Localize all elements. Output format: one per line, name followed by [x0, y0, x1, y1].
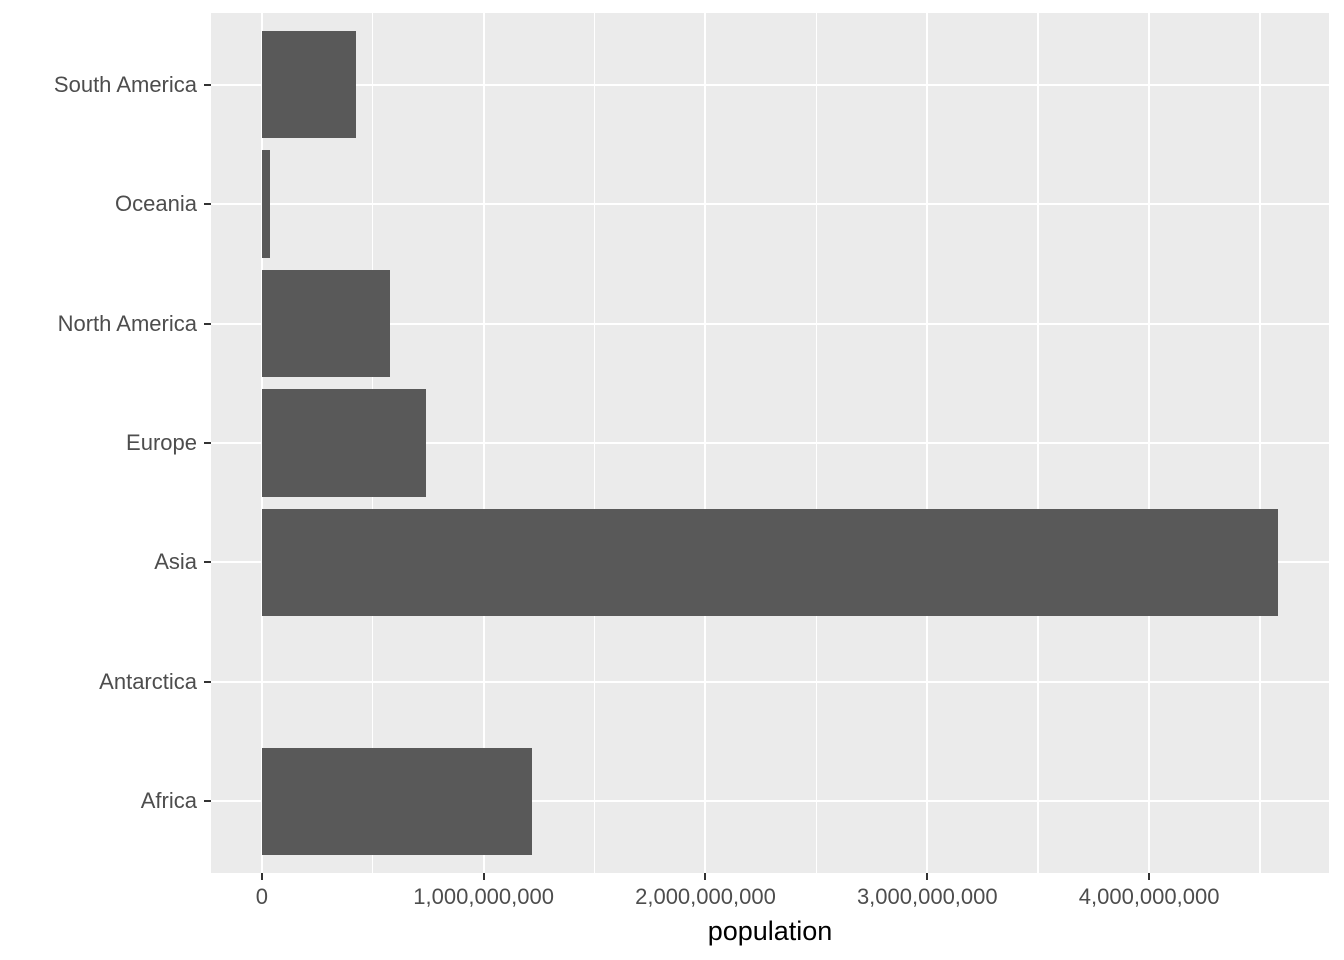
gridline-major-y-north-america — [211, 322, 1329, 325]
y-tick-label-asia: Asia — [154, 549, 197, 575]
bar-north-america — [261, 269, 391, 378]
x-tick-label-4-000-000-000: 4,000,000,000 — [1078, 884, 1220, 909]
bar-africa — [261, 747, 532, 856]
x-tick-label-3-000-000-000: 3,000,000,000 — [856, 884, 998, 909]
x-tick-4-000-000-000 — [1148, 873, 1151, 880]
gridline-major-y-europe — [211, 442, 1329, 444]
x-tick-0 — [260, 873, 263, 880]
gridline-major-y-africa — [211, 800, 1329, 803]
y-tick-oceania — [204, 203, 211, 206]
y-tick-label-europe: Europe — [126, 430, 197, 455]
y-tick-label-antarctica: Antarctica — [99, 668, 197, 694]
y-tick-north-america — [204, 322, 211, 325]
x-tick-label-0: 0 — [255, 884, 268, 909]
bar-south-america — [261, 30, 356, 139]
x-tick-label-1-000-000-000: 1,000,000,000 — [413, 884, 554, 909]
y-tick-europe — [204, 442, 211, 444]
y-tick-label-south-america: South America — [53, 71, 197, 97]
y-tick-south-america — [204, 83, 211, 86]
gridline-major-y-south-america — [211, 83, 1329, 86]
x-tick-label-2-000-000-000: 2,000,000,000 — [635, 884, 776, 909]
gridline-major-y-oceania — [211, 203, 1329, 206]
y-tick-africa — [204, 800, 211, 803]
gridline-major-y-antarctica — [211, 680, 1329, 683]
bar-europe — [261, 389, 426, 497]
y-tick-label-oceania: Oceania — [115, 191, 197, 217]
y-tick-antarctica — [204, 680, 211, 683]
x-tick-3-000-000-000 — [926, 873, 929, 880]
x-tick-2-000-000-000 — [704, 873, 707, 880]
bar-asia — [261, 508, 1279, 617]
x-axis-title: population — [707, 916, 833, 946]
y-tick-label-africa: Africa — [140, 788, 197, 814]
y-tick-asia — [204, 561, 211, 564]
x-tick-1-000-000-000 — [482, 873, 485, 880]
y-tick-label-north-america: North America — [57, 310, 197, 336]
bar-oceania — [261, 150, 271, 258]
plot-panel — [211, 13, 1329, 873]
